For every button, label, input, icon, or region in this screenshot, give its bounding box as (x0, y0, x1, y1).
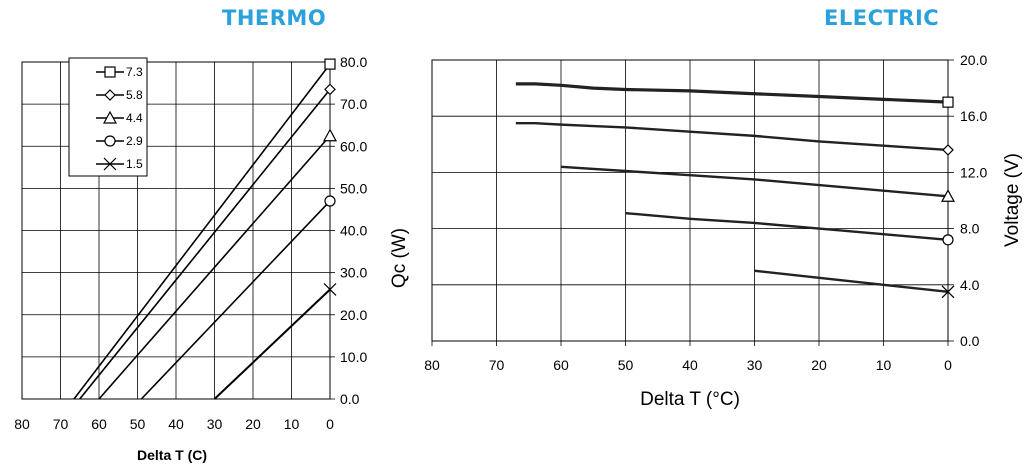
legend-label-1.5: 1.5 (126, 157, 143, 171)
thermo-y-tick-label: 70.0 (340, 96, 367, 112)
thermo-series-marker-5.8 (324, 83, 336, 96)
electric-series-marker-5.8 (942, 144, 954, 156)
thermo-series-line-7.3 (73, 63, 331, 400)
thermo-gridlines (21, 61, 335, 400)
electric-x-tick-label: 30 (747, 357, 763, 373)
thermo-y-tick-label: 50.0 (340, 180, 367, 196)
electric-series-marker-4.4 (940, 189, 956, 202)
electric-x-tick-label: 60 (553, 357, 569, 373)
thermo-x-tick-label: 80 (14, 416, 30, 432)
thermo-legend: 7.3 5.8 4.4 2.9 1.5 (68, 57, 148, 177)
thermo-y-tick-label: 80.0 (340, 54, 367, 70)
thermo-y-tick-label: 0.0 (340, 391, 360, 407)
electric-x-tick-label: 50 (618, 357, 634, 373)
legend-label-5.8: 5.8 (126, 88, 143, 102)
thermo-y-tick-label: 10.0 (340, 349, 367, 365)
tick-labels: 80 70 60 50 40 30 20 10 0 0.0 10.0 20.0 30.0 40.0 50.0… (14, 52, 987, 432)
electric-y-tick-label: 20.0 (960, 52, 987, 68)
electric-x-tick-label: 0 (944, 357, 952, 373)
electric-y-tick-label: 12.0 (960, 164, 987, 180)
electric-y-tick-label: 8.0 (960, 221, 980, 237)
electric-series-line-2.9 (625, 211, 949, 242)
legend-marker-2.9 (104, 135, 116, 147)
electric-gridlines (431, 59, 954, 346)
thermo-y-tick-label: 40.0 (340, 223, 367, 239)
electric-series-line-4.4 (560, 165, 949, 198)
thermo-x-tick-label: 10 (284, 416, 300, 432)
legend-label-7.3: 7.3 (126, 65, 143, 79)
thermo-series-group (73, 58, 338, 400)
thermo-series-line-1.5 (213, 288, 331, 400)
thermo-x-tick-label: 60 (91, 416, 107, 432)
electric-series-marker-1.5 (941, 285, 955, 299)
thermo-y-tick-label: 30.0 (340, 265, 367, 281)
thermo-x-tick-label: 70 (53, 416, 69, 432)
electric-y-tick-label: 4.0 (960, 277, 980, 293)
thermo-x-axis-label: Delta T (C) (137, 447, 207, 463)
thermo-y-tick-label: 20.0 (340, 307, 367, 323)
legend-marker-7.3 (104, 66, 116, 78)
thermo-series-marker-7.3 (324, 58, 336, 70)
legend-marker-4.4 (102, 110, 118, 124)
electric-series-line-7.3 (515, 82, 949, 104)
electric-x-tick-label: 10 (876, 357, 892, 373)
thermo-x-tick-label: 0 (326, 416, 334, 432)
electric-y-axis-label: Voltage (V) (1002, 153, 1023, 247)
electric-y-tick-label: 16.0 (960, 108, 987, 124)
thermo-series-marker-4.4 (322, 128, 338, 142)
thermo-plot-frame (21, 61, 331, 400)
electric-x-tick-label: 40 (682, 357, 698, 373)
thermo-y-tick-label: 60.0 (340, 138, 367, 154)
axis-labels: Delta T (C) Qc (W) Delta T (°C) Voltage … (137, 153, 1023, 463)
electric-series-line-5.8 (515, 122, 949, 152)
thermo-y-axis-label: Qc (W) (389, 228, 410, 288)
electric-chart-title: ELECTRIC (824, 6, 940, 30)
thermo-x-tick-label: 20 (245, 416, 261, 432)
legend-label-2.9: 2.9 (126, 134, 143, 148)
thermo-x-tick-label: 40 (168, 416, 184, 432)
legend-label-4.4: 4.4 (126, 111, 143, 125)
thermo-series-line-2.9 (140, 200, 331, 400)
electric-x-tick-label: 80 (424, 357, 440, 373)
electric-series-marker-2.9 (942, 234, 954, 246)
thermo-series-marker-2.9 (324, 195, 336, 207)
thermo-chart-title: THERMO (222, 6, 327, 30)
thermo-x-tick-label: 50 (130, 416, 146, 432)
thermo-series-line-4.4 (98, 135, 331, 400)
thermo-series-marker-1.5 (323, 283, 337, 296)
legend-marker-1.5 (103, 157, 117, 171)
thermo-x-tick-label: 30 (207, 416, 223, 432)
electric-x-tick-label: 20 (811, 357, 827, 373)
electric-x-axis-label: Delta T (°C) (640, 389, 740, 410)
electric-x-tick-label: 70 (489, 357, 505, 373)
electric-series-line-1.5 (754, 269, 949, 294)
legend-marker-5.8 (104, 89, 116, 101)
electric-series-group (515, 82, 956, 299)
electric-series-marker-7.3 (942, 96, 954, 108)
thermo-series-line-5.8 (79, 88, 331, 400)
electric-y-tick-label: 0.0 (960, 333, 980, 349)
